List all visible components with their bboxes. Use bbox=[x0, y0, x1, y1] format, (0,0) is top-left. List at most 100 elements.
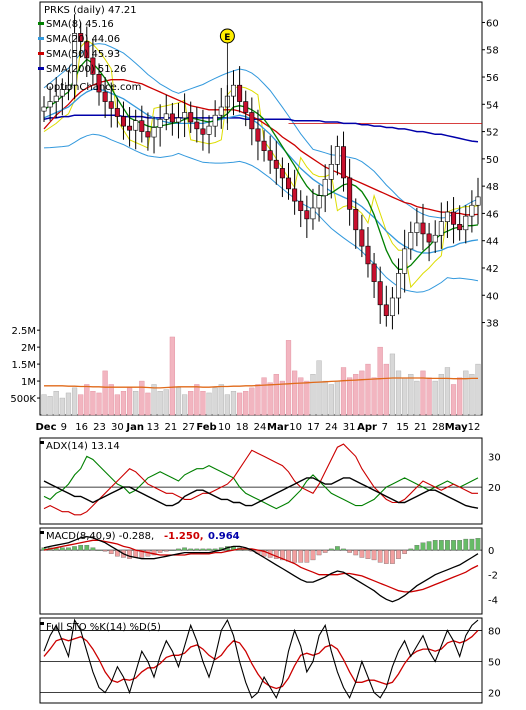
macd-histogram-bar bbox=[414, 545, 420, 551]
legend-sma50: SMA(50) 45.93 bbox=[46, 49, 120, 60]
volume-bar bbox=[304, 380, 310, 416]
candle-body bbox=[420, 222, 426, 235]
x-tick-label: 10 bbox=[218, 422, 231, 433]
volume-bar bbox=[212, 387, 218, 416]
macd-histogram-bar bbox=[341, 548, 346, 551]
volume-bar bbox=[359, 370, 365, 416]
volume-bar bbox=[41, 394, 47, 416]
volume-bar bbox=[340, 367, 347, 416]
volume-bar bbox=[181, 394, 188, 416]
price-tick-label: 50 bbox=[486, 155, 499, 166]
macd-histogram-bar bbox=[396, 549, 401, 559]
price-title: PRKS (daily) 47.21 bbox=[44, 5, 137, 16]
x-tick-label: May bbox=[445, 422, 468, 433]
volume-bar bbox=[316, 360, 322, 416]
macd-histogram-bar bbox=[408, 548, 414, 551]
x-tick-label: 12 bbox=[468, 422, 481, 433]
candle-body bbox=[90, 57, 96, 75]
candle-body bbox=[457, 224, 463, 231]
macd-histogram-bar bbox=[102, 549, 108, 552]
macd-histogram-bar bbox=[163, 549, 169, 552]
volume-bar bbox=[408, 374, 414, 416]
stochastic-d-line bbox=[43, 629, 479, 690]
sma20-line bbox=[43, 88, 479, 254]
candle-body bbox=[151, 127, 157, 138]
candle-body bbox=[353, 209, 359, 231]
x-tick-label: 15 bbox=[396, 422, 409, 433]
candle-body bbox=[402, 248, 408, 274]
macd-histogram-bar bbox=[457, 540, 463, 551]
candle-body bbox=[286, 177, 292, 190]
macd-histogram-bar bbox=[432, 540, 438, 551]
macd-tick-label: 0 bbox=[488, 546, 494, 557]
volume-bar bbox=[426, 377, 432, 416]
volume-tick-label: 500K bbox=[10, 394, 36, 405]
price-tick-label: 58 bbox=[486, 46, 499, 57]
volume-bar bbox=[53, 391, 59, 416]
x-tick-label: 7 bbox=[382, 422, 388, 433]
candle-body bbox=[114, 108, 120, 117]
volume-bar bbox=[114, 394, 120, 416]
macd-histogram-bar bbox=[127, 549, 132, 559]
lower-band-line bbox=[43, 133, 479, 293]
macd-histogram-bar bbox=[328, 548, 334, 551]
macd-histogram-bar bbox=[206, 548, 212, 551]
volume-bar bbox=[469, 374, 475, 416]
macd-histogram-bar bbox=[188, 548, 194, 551]
volume-bar bbox=[285, 340, 292, 416]
volume-bar bbox=[65, 392, 72, 416]
legend-swatch bbox=[38, 37, 44, 40]
volume-bar bbox=[292, 370, 298, 416]
price-tick-label: 40 bbox=[486, 291, 499, 302]
adx-title-swatch bbox=[40, 441, 44, 444]
candle-body bbox=[414, 222, 420, 233]
volume-bar bbox=[298, 377, 304, 416]
volume-bar bbox=[139, 380, 145, 416]
candle-body bbox=[249, 112, 255, 130]
candle-body bbox=[157, 119, 163, 128]
candle-body bbox=[127, 125, 133, 131]
x-tick-label: 27 bbox=[182, 422, 195, 433]
volume-bar bbox=[463, 370, 469, 416]
volume-bar bbox=[261, 377, 267, 416]
volume-bar bbox=[377, 346, 383, 416]
macd-histogram-bar bbox=[84, 545, 90, 551]
candle-body bbox=[438, 221, 444, 236]
candle-body bbox=[108, 101, 114, 109]
candle-body bbox=[237, 84, 243, 102]
stochastic-title-swatch bbox=[40, 622, 44, 625]
volume-bar bbox=[84, 384, 90, 416]
candle-body bbox=[475, 196, 481, 206]
macd-histogram-bar bbox=[353, 549, 359, 556]
macd-histogram-bar bbox=[66, 547, 71, 551]
volume-bar bbox=[230, 391, 237, 416]
candle-body bbox=[426, 233, 432, 243]
volume-bar bbox=[108, 384, 114, 416]
candle-body bbox=[292, 188, 298, 202]
macd-histogram-bar bbox=[298, 549, 304, 563]
x-tick-label: 28 bbox=[432, 422, 445, 433]
adx-title: ADX(14) 13.14 bbox=[46, 441, 120, 452]
macd-title-swatch bbox=[40, 531, 44, 534]
macd-histogram-bar bbox=[292, 549, 297, 563]
candle-body bbox=[279, 168, 285, 179]
volume-bar bbox=[414, 380, 420, 416]
volume-bar bbox=[120, 391, 127, 416]
legend-swatch bbox=[38, 22, 44, 25]
macd-histogram-bar bbox=[200, 548, 206, 551]
adx-tick-label: 30 bbox=[488, 452, 501, 463]
macd-histogram-bar bbox=[383, 549, 389, 564]
candle-body bbox=[65, 84, 71, 90]
macd-histogram-bar bbox=[310, 549, 316, 561]
candle-body bbox=[194, 121, 200, 130]
candle-body bbox=[444, 211, 450, 222]
candle-body bbox=[120, 116, 126, 127]
candle-body bbox=[200, 128, 206, 135]
volume-bar bbox=[194, 384, 200, 416]
macd-histogram-bar bbox=[316, 549, 322, 556]
macd-histogram-bar bbox=[176, 548, 181, 551]
adx-line bbox=[43, 477, 479, 509]
volume-tick-label: 1M bbox=[21, 377, 36, 388]
volume-tick-label: 1.5M bbox=[11, 360, 36, 371]
macd-histogram-bar bbox=[438, 540, 444, 551]
